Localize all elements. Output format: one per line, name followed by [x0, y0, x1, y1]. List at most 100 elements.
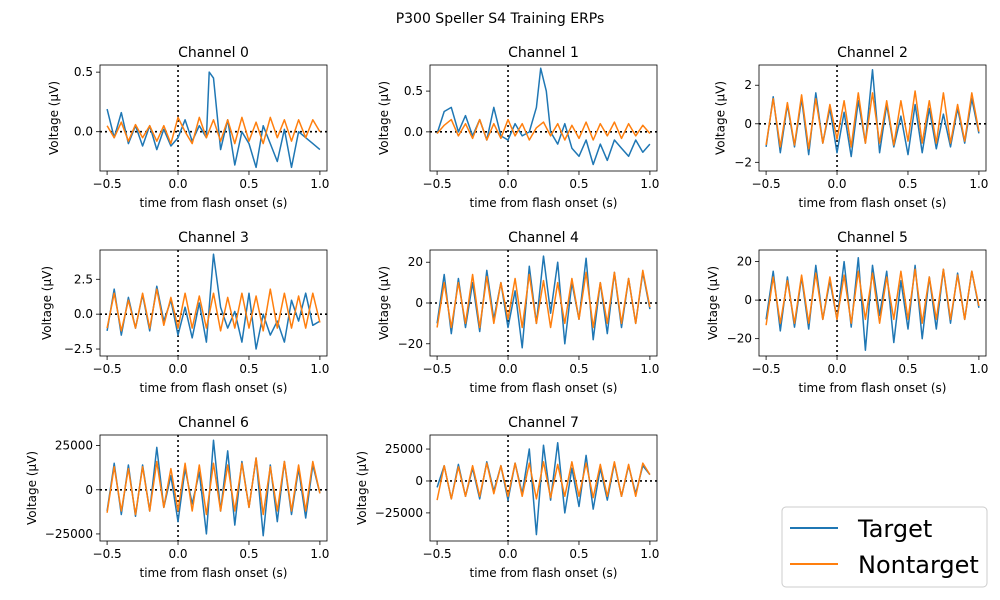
y-tick-label: 2.5 — [74, 272, 93, 286]
x-tick-label: 1.0 — [969, 362, 988, 376]
x-tick-label: −0.5 — [93, 177, 122, 191]
x-tick-label: 0.5 — [569, 547, 588, 561]
figure-legend: Target Nontarget — [781, 506, 988, 588]
y-axis-label: Voltage (µV) — [47, 81, 61, 155]
x-axis-label: time from flash onset (s) — [140, 566, 288, 580]
y-axis-label: Voltage (µV) — [40, 266, 54, 340]
subplot-title: Channel 6 — [178, 415, 249, 431]
y-tick-label: 25000 — [385, 442, 423, 456]
x-tick-label: −0.5 — [423, 547, 452, 561]
subplot-title: Channel 1 — [508, 45, 579, 61]
y-tick-label: 0.0 — [74, 125, 93, 139]
series-line-nontarget — [436, 118, 651, 141]
y-tick-label: 0.5 — [74, 65, 93, 79]
y-axis-label: Voltage (µV) — [377, 81, 391, 155]
x-tick-label: 1.0 — [310, 362, 329, 376]
x-tick-label: 1.0 — [969, 177, 988, 191]
x-tick-label: 0.0 — [168, 547, 187, 561]
y-axis-label: Voltage (µV) — [355, 451, 369, 525]
x-tick-label: −0.5 — [752, 177, 781, 191]
plot-frame — [758, 64, 987, 172]
x-axis-label: time from flash onset (s) — [140, 196, 288, 210]
x-tick-label: 0.0 — [168, 177, 187, 191]
x-axis-label: time from flash onset (s) — [799, 381, 947, 395]
subplot-title: Channel 5 — [837, 230, 908, 246]
figure-suptitle: P300 Speller S4 Training ERPs — [396, 11, 605, 27]
series-line-nontarget — [436, 461, 651, 501]
y-tick-label: 0 — [415, 296, 423, 310]
x-tick-label: 0.0 — [498, 547, 517, 561]
y-tick-label: −2.5 — [64, 342, 93, 356]
x-axis-label: time from flash onset (s) — [470, 196, 618, 210]
subplot-title: Channel 4 — [508, 230, 579, 246]
y-axis-label: Voltage (µV) — [713, 81, 727, 155]
plot-frame — [99, 434, 328, 542]
subplot-channel-3: Channel 3 −0.5 0.0 0.5 1.0 2.5 0.0 −2.5 time fro… — [40, 230, 330, 395]
y-tick-label: 0 — [744, 293, 752, 307]
x-tick-label: 0.5 — [898, 177, 917, 191]
y-tick-label: 20 — [737, 255, 752, 269]
subplot-title: Channel 7 — [508, 415, 579, 431]
series-line-nontarget — [106, 457, 321, 516]
x-tick-label: 0.0 — [168, 362, 187, 376]
x-tick-label: 0.0 — [498, 177, 517, 191]
x-axis-label: time from flash onset (s) — [140, 381, 288, 395]
subplot-grid: Channel 0 −0.5 0.0 0.5 1.0 0.5 0.0 time from fl… — [25, 45, 988, 580]
plot-frame — [429, 434, 658, 542]
x-tick-label: 0.5 — [569, 177, 588, 191]
plot-frame — [99, 64, 328, 172]
x-tick-label: −0.5 — [93, 362, 122, 376]
x-tick-label: 1.0 — [310, 177, 329, 191]
series-line-nontarget — [106, 116, 321, 145]
subplot-channel-7: Channel 7 −0.5 0.0 0.5 1.0 25000 0 −25000 time f… — [355, 415, 659, 580]
legend-label-target: Target — [857, 515, 932, 543]
x-axis-label: time from flash onset (s) — [470, 566, 618, 580]
x-tick-label: 0.5 — [898, 362, 917, 376]
series-line-nontarget — [765, 268, 980, 326]
y-tick-label: −2 — [734, 155, 752, 169]
subplot-channel-0: Channel 0 −0.5 0.0 0.5 1.0 0.5 0.0 time from fl… — [47, 45, 329, 210]
x-tick-label: 1.0 — [310, 547, 329, 561]
series-line-nontarget — [765, 90, 980, 150]
y-tick-label: −25000 — [375, 506, 423, 520]
y-tick-label: −20 — [398, 337, 423, 351]
x-tick-label: 1.0 — [640, 547, 659, 561]
subplot-channel-2: Channel 2 −0.5 0.0 0.5 1.0 2 0 −2 time from flas… — [713, 45, 988, 210]
y-tick-label: 20 — [408, 255, 423, 269]
x-tick-label: −0.5 — [93, 547, 122, 561]
plot-frame — [429, 64, 658, 172]
y-tick-label: −20 — [727, 332, 752, 346]
y-tick-label: 2 — [744, 78, 752, 92]
x-tick-label: 0.5 — [239, 362, 258, 376]
y-tick-label: 0.0 — [404, 125, 423, 139]
y-tick-label: 0.0 — [74, 307, 93, 321]
x-tick-label: 1.0 — [640, 177, 659, 191]
x-tick-label: −0.5 — [423, 362, 452, 376]
y-tick-label: −25000 — [45, 527, 93, 541]
subplot-channel-1: Channel 1 −0.5 0.0 0.5 1.0 0.5 0.0 time from fl… — [377, 45, 659, 210]
y-tick-label: 0 — [744, 117, 752, 131]
legend-label-nontarget: Nontarget — [858, 551, 979, 579]
plot-frame — [758, 249, 987, 357]
x-tick-label: 0.5 — [239, 177, 258, 191]
y-tick-label: 0 — [415, 474, 423, 488]
x-tick-label: 1.0 — [640, 362, 659, 376]
subplot-channel-4: Channel 4 −0.5 0.0 0.5 1.0 20 0 −20 time from fl… — [377, 230, 659, 395]
x-axis-label: time from flash onset (s) — [799, 196, 947, 210]
x-tick-label: −0.5 — [423, 177, 452, 191]
subplot-channel-5: Channel 5 −0.5 0.0 0.5 1.0 20 0 −20 time from fl… — [706, 230, 988, 395]
y-axis-label: Voltage (µV) — [377, 266, 391, 340]
plot-frame — [99, 249, 328, 357]
x-tick-label: 0.0 — [827, 362, 846, 376]
series-line-nontarget — [106, 288, 321, 332]
subplot-channel-6: Channel 6 −0.5 0.0 0.5 1.0 25000 0 −25000 time f… — [25, 415, 329, 580]
subplot-title: Channel 3 — [178, 230, 249, 246]
x-axis-label: time from flash onset (s) — [470, 381, 618, 395]
x-tick-label: 0.5 — [569, 362, 588, 376]
y-axis-label: Voltage (µV) — [706, 266, 720, 340]
x-tick-label: 0.0 — [498, 362, 517, 376]
y-tick-label: 0 — [85, 483, 93, 497]
x-tick-label: −0.5 — [752, 362, 781, 376]
y-tick-label: 25000 — [55, 439, 93, 453]
